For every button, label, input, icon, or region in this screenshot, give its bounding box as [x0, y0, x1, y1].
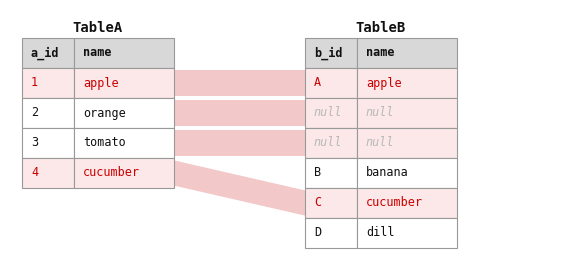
- Text: name: name: [366, 46, 394, 60]
- Bar: [22, 128, 74, 158]
- Text: b_id: b_id: [314, 46, 343, 60]
- Bar: [22, 98, 74, 128]
- Bar: [305, 158, 357, 188]
- Text: tomato: tomato: [83, 137, 126, 150]
- Bar: [305, 188, 357, 218]
- Text: 3: 3: [31, 137, 38, 150]
- Bar: [357, 218, 457, 248]
- Text: 4: 4: [31, 166, 38, 179]
- Bar: [305, 98, 357, 128]
- Text: apple: apple: [366, 76, 402, 89]
- Bar: [305, 38, 357, 68]
- Text: 2: 2: [31, 107, 38, 120]
- Bar: [357, 38, 457, 68]
- Text: TableB: TableB: [356, 21, 406, 35]
- Polygon shape: [174, 70, 305, 95]
- Bar: [22, 38, 74, 68]
- Bar: [357, 128, 457, 158]
- Text: TableA: TableA: [73, 21, 123, 35]
- Bar: [305, 128, 357, 158]
- Polygon shape: [174, 160, 305, 216]
- Bar: [305, 218, 357, 248]
- Bar: [357, 158, 457, 188]
- Text: B: B: [314, 166, 321, 179]
- Bar: [74, 158, 174, 188]
- Polygon shape: [174, 130, 305, 156]
- Text: null: null: [314, 107, 343, 120]
- Bar: [357, 68, 457, 98]
- Text: null: null: [314, 137, 343, 150]
- Text: banana: banana: [366, 166, 409, 179]
- Bar: [74, 128, 174, 158]
- Bar: [74, 98, 174, 128]
- Text: apple: apple: [83, 76, 118, 89]
- Text: a_id: a_id: [31, 46, 59, 60]
- Text: D: D: [314, 227, 321, 240]
- Text: C: C: [314, 197, 321, 209]
- Text: dill: dill: [366, 227, 394, 240]
- Bar: [22, 158, 74, 188]
- Bar: [74, 38, 174, 68]
- Text: null: null: [366, 107, 394, 120]
- Text: cucumber: cucumber: [83, 166, 140, 179]
- Bar: [357, 188, 457, 218]
- Bar: [305, 68, 357, 98]
- Text: orange: orange: [83, 107, 126, 120]
- Text: 1: 1: [31, 76, 38, 89]
- Text: A: A: [314, 76, 321, 89]
- Text: name: name: [83, 46, 112, 60]
- Bar: [74, 68, 174, 98]
- Bar: [22, 68, 74, 98]
- Polygon shape: [174, 100, 305, 126]
- Text: cucumber: cucumber: [366, 197, 423, 209]
- Bar: [357, 98, 457, 128]
- Text: null: null: [366, 137, 394, 150]
